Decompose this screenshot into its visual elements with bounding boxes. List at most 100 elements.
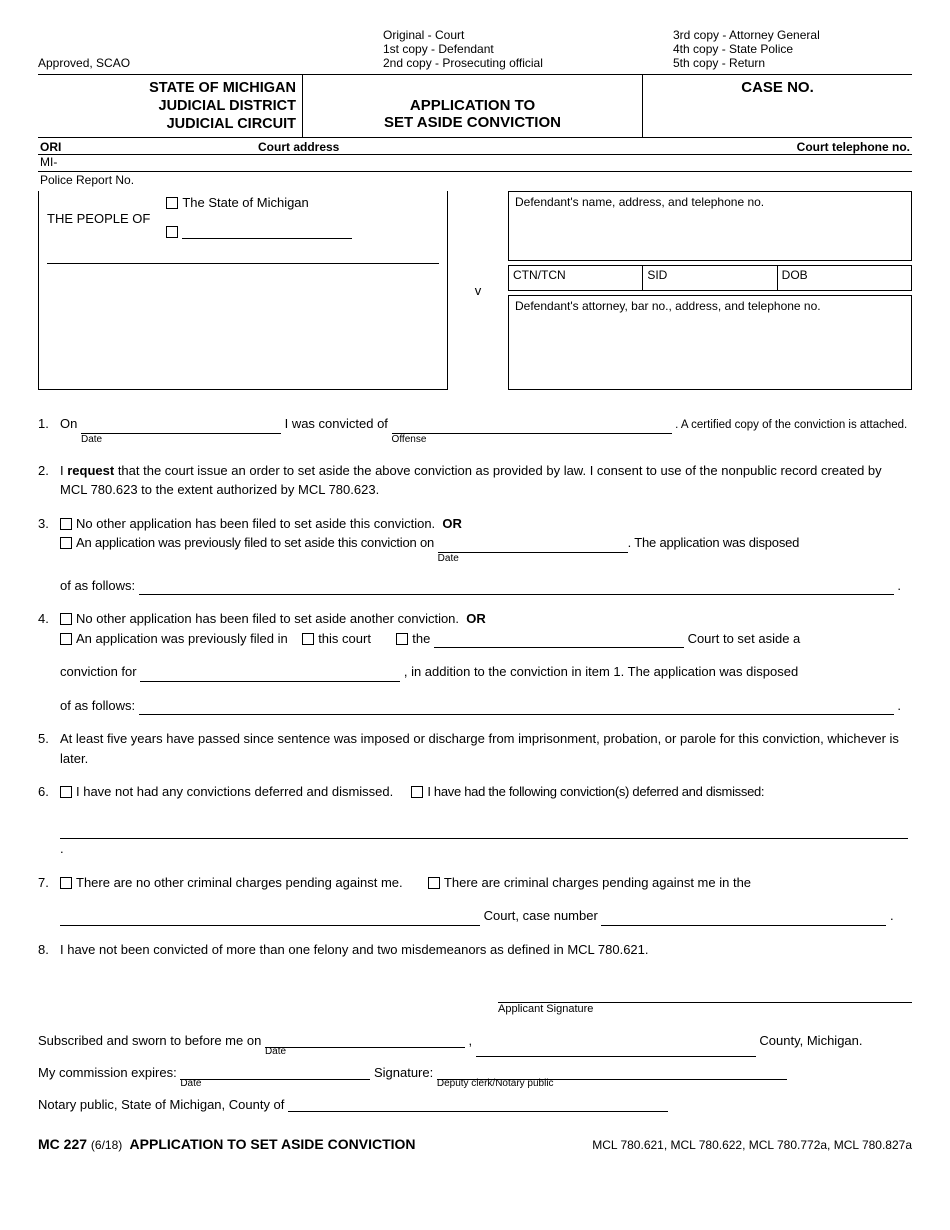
notary-county-label: Notary public, State of Michigan, County… xyxy=(38,1097,284,1112)
item-number: 7. xyxy=(38,873,60,926)
copy-line: 3rd copy - Attorney General xyxy=(673,28,820,42)
item-5: 5. At least five years have passed since… xyxy=(38,729,912,768)
id-boxes: CTN/TCN SID DOB xyxy=(508,265,912,291)
applicant-signature-label: Applicant Signature xyxy=(498,1003,912,1015)
dob-box[interactable]: DOB xyxy=(778,265,912,291)
item4-disposition-field[interactable] xyxy=(139,714,894,715)
applicant-signature-line[interactable] xyxy=(498,989,912,1003)
item4-other-court-checkbox[interactable] xyxy=(396,633,408,645)
state-line: STATE OF MICHIGAN xyxy=(44,79,296,97)
dob-label: DOB xyxy=(782,268,808,282)
court-info-row: ORI Court address Court telephone no. xyxy=(38,138,912,155)
form-date: (6/18) xyxy=(91,1138,122,1152)
item7-b: There are criminal charges pending again… xyxy=(444,875,751,890)
parties-section: THE PEOPLE OF The State of Michigan v De… xyxy=(38,191,912,390)
ctn-label: CTN/TCN xyxy=(513,268,566,282)
versus-label: v xyxy=(448,191,508,390)
item-number: 6. xyxy=(38,782,60,859)
title-line-2: SET ASIDE CONVICTION xyxy=(309,114,636,131)
item3-b: An application was previously filed to s… xyxy=(76,535,434,550)
item4-h: of as follows: xyxy=(60,698,135,713)
footer: MC 227 (6/18) APPLICATION TO SET ASIDE C… xyxy=(38,1136,912,1152)
item4-f: conviction for xyxy=(60,664,137,679)
item1-convicted: I was convicted of xyxy=(285,416,388,431)
copy-line: Original - Court xyxy=(383,28,673,42)
notary-county-field[interactable] xyxy=(288,1111,668,1112)
copy-line: 4th copy - State Police xyxy=(673,42,820,56)
notary-section: Subscribed and sworn to before me on Dat… xyxy=(38,1033,912,1112)
item6-a: I have not had any convictions deferred … xyxy=(76,784,393,799)
case-number-label: CASE NO. xyxy=(643,75,912,137)
ori-label: ORI xyxy=(38,138,258,154)
expiry-date-field[interactable] xyxy=(180,1079,370,1080)
item3-previous-checkbox[interactable] xyxy=(60,537,72,549)
police-report-label: Police Report No. xyxy=(38,172,912,189)
attorney-box[interactable]: Defendant's attorney, bar no., address, … xyxy=(508,295,912,390)
copy-line: 2nd copy - Prosecuting official xyxy=(383,56,673,70)
commission-label: My commission expires: xyxy=(38,1065,177,1080)
item6-none-checkbox[interactable] xyxy=(60,786,72,798)
defendant-name-box[interactable]: Defendant's name, address, and telephone… xyxy=(508,191,912,261)
item7-none-checkbox[interactable] xyxy=(60,877,72,889)
or-label: OR xyxy=(442,516,462,531)
other-plaintiff-field[interactable] xyxy=(182,238,352,239)
item3-disposition-field[interactable] xyxy=(139,594,894,595)
sid-label: SID xyxy=(647,268,667,282)
form-title: APPLICATION TO SET ASIDE CONVICTION xyxy=(130,1136,416,1152)
item4-b: An application was previously filed in xyxy=(76,631,288,646)
date-sublabel: Date xyxy=(81,432,281,447)
header-title: APPLICATION TO SET ASIDE CONVICTION xyxy=(303,75,643,137)
item3-date-field[interactable] xyxy=(438,552,628,553)
item4-previous-checkbox[interactable] xyxy=(60,633,72,645)
mcl-citations: MCL 780.621, MCL 780.622, MCL 780.772a, … xyxy=(592,1138,912,1152)
court-phone-label: Court telephone no. xyxy=(698,138,912,154)
distribution-copies: Approved, SCAO Original - Court 1st copy… xyxy=(38,28,912,70)
mi-prefix: MI- xyxy=(38,155,912,172)
conviction-date-field[interactable] xyxy=(81,433,281,434)
other-plaintiff-checkbox[interactable] xyxy=(166,226,178,238)
item4-no-other-checkbox[interactable] xyxy=(60,613,72,625)
title-line-1: APPLICATION TO xyxy=(309,97,636,114)
item7-case-field[interactable] xyxy=(601,925,886,926)
item-number: 3. xyxy=(38,514,60,596)
item8-text: I have not been convicted of more than o… xyxy=(60,940,912,960)
item-number: 1. xyxy=(38,414,60,447)
copies-right: 3rd copy - Attorney General 4th copy - S… xyxy=(673,28,820,70)
attorney-label: Defendant's attorney, bar no., address, … xyxy=(515,299,821,313)
state-of-michigan-checkbox[interactable] xyxy=(166,197,178,209)
defendant-name-label: Defendant's name, address, and telephone… xyxy=(515,195,764,209)
item2-b: that the court issue an order to set asi… xyxy=(60,463,882,498)
item7-court-field[interactable] xyxy=(60,925,480,926)
signature-label: Signature: xyxy=(374,1065,433,1080)
subscribed-label: Subscribed and sworn to before me on xyxy=(38,1033,261,1048)
item3-no-other-checkbox[interactable] xyxy=(60,518,72,530)
form-code: MC 227 xyxy=(38,1136,87,1152)
header-state-block: STATE OF MICHIGAN JUDICIAL DISTRICT JUDI… xyxy=(38,75,303,137)
item3-c: . The application was disposed xyxy=(628,535,800,550)
item6-have-checkbox[interactable] xyxy=(411,786,423,798)
county-field[interactable] xyxy=(476,1056,756,1057)
ctn-box[interactable]: CTN/TCN xyxy=(508,265,643,291)
item4-court-field[interactable] xyxy=(434,647,684,648)
header-row: STATE OF MICHIGAN JUDICIAL DISTRICT JUDI… xyxy=(38,75,912,138)
copy-line: 5th copy - Return xyxy=(673,56,820,70)
item4-c: this court xyxy=(318,631,371,646)
item4-this-court-checkbox[interactable] xyxy=(302,633,314,645)
offense-field[interactable] xyxy=(392,433,672,434)
date-sublabel: Date xyxy=(438,551,628,566)
item7-a: There are no other criminal charges pend… xyxy=(76,875,403,890)
offense-sublabel: Offense xyxy=(392,432,672,447)
copies-middle: Original - Court 1st copy - Defendant 2n… xyxy=(383,28,673,70)
item-number: 5. xyxy=(38,729,60,768)
approved-text: Approved, SCAO xyxy=(38,28,383,70)
plaintiff-line[interactable] xyxy=(47,263,439,264)
item6-b: I have had the following conviction(s) d… xyxy=(427,784,764,799)
defendant-section: Defendant's name, address, and telephone… xyxy=(508,191,912,390)
sworn-date-field[interactable] xyxy=(265,1047,465,1048)
item6-details-field[interactable] xyxy=(60,838,908,839)
item4-g: , in addition to the conviction in item … xyxy=(404,664,798,679)
item-4: 4. No other application has been filed t… xyxy=(38,609,912,715)
item4-conviction-field[interactable] xyxy=(140,681,400,682)
sid-box[interactable]: SID xyxy=(643,265,777,291)
item7-pending-checkbox[interactable] xyxy=(428,877,440,889)
